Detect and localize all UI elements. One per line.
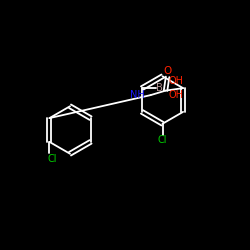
Text: NH: NH (130, 90, 145, 100)
Text: Cl: Cl (158, 135, 167, 145)
Text: OH: OH (169, 90, 184, 100)
Text: Cl: Cl (47, 154, 57, 164)
Text: B: B (156, 83, 163, 93)
Text: OH: OH (169, 76, 184, 86)
Text: O: O (164, 66, 172, 76)
